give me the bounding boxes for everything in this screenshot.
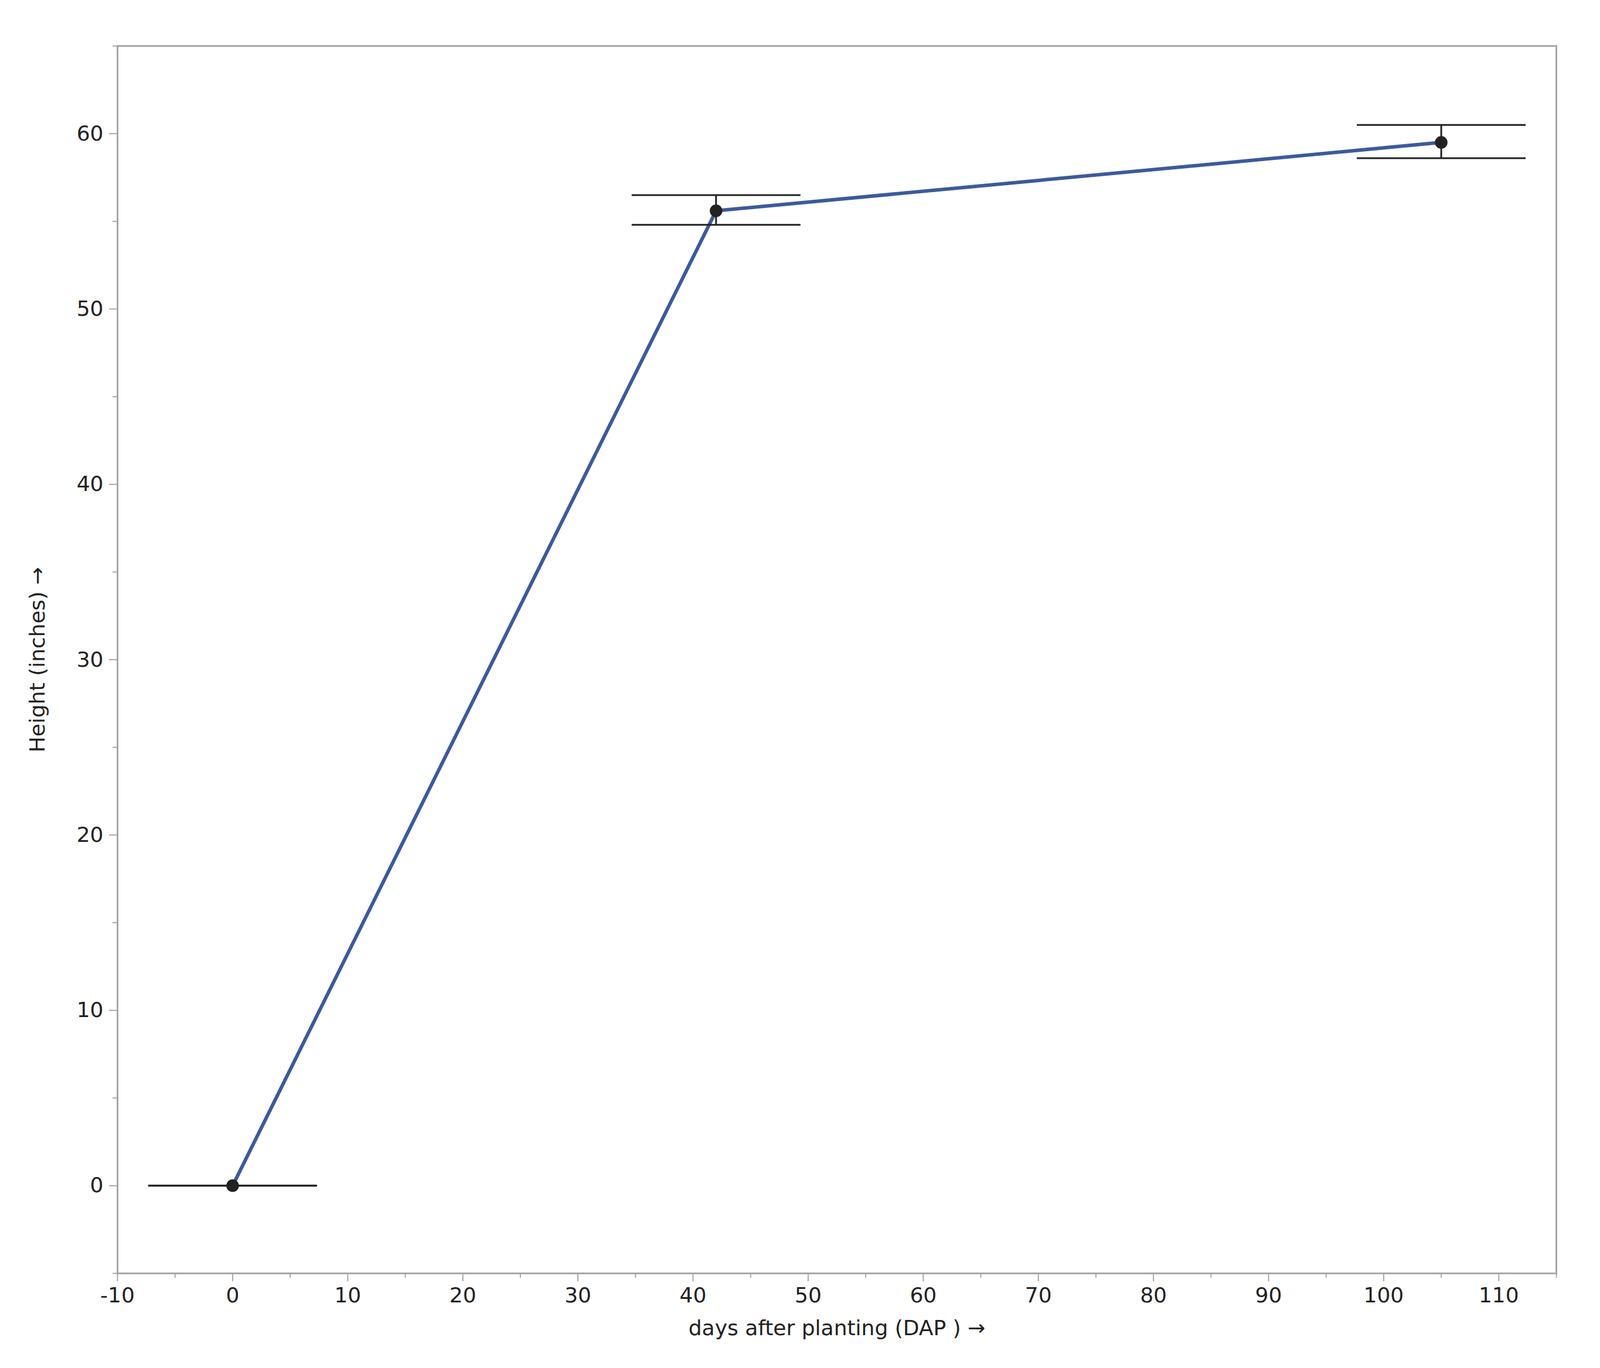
svg-text:Height (inches) →: Height (inches) →	[25, 567, 50, 753]
svg-text:0: 0	[90, 1173, 104, 1198]
svg-text:70: 70	[1025, 1283, 1053, 1308]
svg-text:40: 40	[679, 1283, 707, 1308]
svg-text:10: 10	[334, 1283, 362, 1308]
svg-text:0: 0	[225, 1283, 240, 1308]
svg-text:60: 60	[909, 1283, 937, 1308]
svg-text:30: 30	[564, 1283, 592, 1308]
svg-text:80: 80	[1139, 1283, 1167, 1308]
svg-text:50: 50	[794, 1283, 822, 1308]
svg-text:10: 10	[76, 998, 104, 1023]
svg-text:110: 110	[1478, 1283, 1520, 1308]
svg-text:40: 40	[76, 471, 104, 496]
svg-text:-10: -10	[100, 1283, 135, 1308]
svg-text:20: 20	[449, 1283, 477, 1308]
svg-text:30: 30	[76, 647, 104, 672]
svg-text:100: 100	[1363, 1283, 1405, 1308]
svg-text:50: 50	[76, 296, 104, 321]
svg-text:20: 20	[76, 822, 104, 847]
svg-text:90: 90	[1255, 1283, 1283, 1308]
svg-text:days after planting (DAP ) →: days after planting (DAP ) →	[688, 1316, 986, 1341]
svg-text:60: 60	[76, 121, 104, 146]
